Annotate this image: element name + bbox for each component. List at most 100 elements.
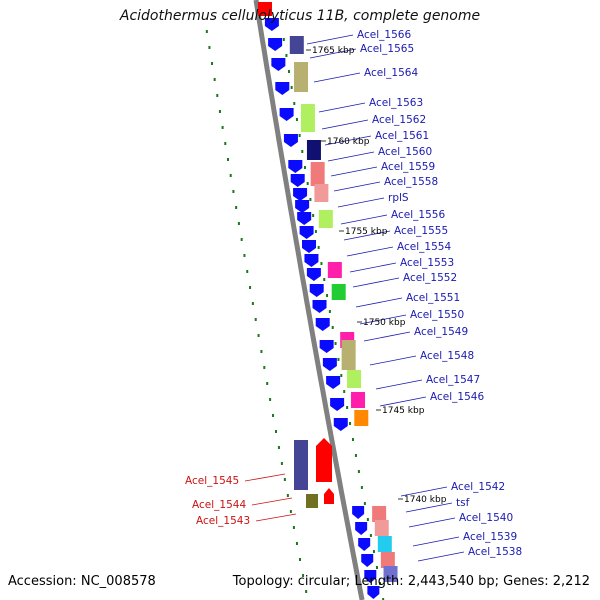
gene-block	[331, 284, 346, 300]
gene-label-forward: Acel_1547	[426, 374, 480, 386]
gc-dot	[286, 494, 289, 497]
leader-line	[379, 396, 427, 407]
forward-gene-arrow	[333, 418, 348, 431]
forward-gene-arrow	[288, 160, 303, 173]
leader-line	[405, 502, 453, 513]
leader-line	[318, 102, 366, 113]
kbp-markers: 1765 kbp 1760 kbp 1755 kbp 1750 kbp 1745 kbp…	[306, 46, 447, 505]
forward-gene-arrow	[352, 506, 365, 519]
gc-content-track	[205, 30, 385, 600]
gene-label-forward: Acel_1562	[372, 114, 426, 126]
forward-gene-arrow	[364, 570, 377, 583]
genome-title: Acidothermus cellulolyticus 11B, complet…	[119, 8, 481, 24]
forward-gene-arrow	[358, 538, 371, 551]
genes-value: 2,212	[552, 574, 590, 589]
gene-block	[306, 494, 318, 508]
forward-gene-arrow	[271, 58, 286, 71]
genome-stats: Topology: circular; Length: 2,443,540 bp…	[232, 574, 590, 589]
leader-line	[346, 246, 394, 257]
gc-dot	[254, 318, 257, 321]
leader-line	[327, 151, 375, 162]
topology-label: Topology:	[232, 574, 294, 589]
gene-label-reverse: Acel_1543	[196, 515, 250, 527]
leader-line	[343, 230, 391, 241]
gene-block	[377, 536, 392, 552]
gc-dot	[351, 438, 354, 441]
gc-dot	[283, 478, 286, 481]
gene-block	[380, 552, 395, 568]
accession-info: Accession: NC_008578	[8, 574, 156, 589]
gene-track	[258, 2, 398, 599]
gc-dot	[360, 486, 363, 489]
forward-gene-arrow	[279, 108, 294, 121]
gc-dot	[363, 502, 366, 505]
leader-line	[251, 497, 293, 506]
gc-dot	[246, 270, 249, 273]
gene-label-forward: Acel_1561	[375, 130, 429, 142]
reverse-gene-arrow	[316, 438, 332, 482]
topology-value: circular	[297, 574, 346, 589]
gene-block	[374, 520, 389, 536]
accession-value: NC_008578	[80, 574, 156, 589]
gene-label-forward: Acel_1555	[394, 225, 448, 237]
gc-dot	[349, 422, 352, 425]
gene-label-forward: Acel_1554	[397, 241, 451, 253]
forward-gene-arrow	[355, 522, 368, 535]
gc-dot	[269, 398, 272, 401]
gc-dot	[340, 374, 343, 377]
gc-dot	[334, 342, 337, 345]
forward-gene-arrow	[283, 134, 298, 147]
leader-line	[363, 331, 411, 342]
leader-line	[309, 48, 357, 59]
gc-dot	[280, 462, 283, 465]
gc-dot	[379, 582, 382, 585]
leader-line	[313, 72, 361, 83]
gene-block	[372, 506, 387, 522]
gene-labels: Acel_1566 Acel_1565 Acel_1564 Acel_1563 Acel…	[185, 29, 522, 558]
accession-label: Accession:	[8, 574, 77, 589]
forward-gene-arrow	[319, 340, 334, 353]
gc-dot	[328, 310, 331, 313]
gene-label-forward: Acel_1548	[420, 350, 474, 362]
gene-block	[306, 140, 321, 160]
gene-block	[314, 184, 329, 202]
leader-line	[359, 314, 407, 325]
gene-label-forward: Acel_1552	[403, 272, 457, 284]
kbp-label: 1740 kbp	[404, 495, 447, 505]
gc-dot	[346, 406, 349, 409]
gc-dot	[369, 534, 372, 537]
gene-label-reverse: Acel_1545	[185, 475, 239, 487]
leader-line	[306, 34, 354, 45]
gc-dot	[263, 366, 266, 369]
gene-block	[300, 104, 315, 132]
forward-gene-arrow	[295, 200, 310, 213]
leader-line	[369, 355, 417, 366]
backbone-line	[253, 0, 365, 600]
gc-dot	[288, 70, 291, 73]
gc-dot	[317, 246, 320, 249]
genes-label: Genes:	[503, 574, 549, 589]
gc-dot	[320, 262, 323, 265]
gc-dot	[306, 182, 309, 185]
leader-line	[333, 181, 381, 192]
forward-gene-arrow	[361, 554, 374, 567]
gene-label-forward: Acel_1564	[364, 67, 418, 79]
gc-dot	[229, 174, 232, 177]
leader-line	[352, 277, 400, 288]
forward-gene-arrow	[367, 586, 380, 599]
gene-block	[294, 62, 309, 92]
gc-dot	[293, 102, 296, 105]
gc-dot	[366, 518, 369, 521]
gene-block	[318, 210, 333, 228]
leader-line	[400, 486, 448, 497]
gene-block	[354, 410, 369, 426]
gc-dot	[295, 118, 298, 121]
gc-dot	[216, 94, 219, 97]
gc-dot	[277, 446, 280, 449]
gc-dot	[375, 566, 378, 569]
gene-label-forward: Acel_1558	[384, 176, 438, 188]
leader-line	[340, 214, 388, 225]
gc-dot	[205, 30, 208, 33]
